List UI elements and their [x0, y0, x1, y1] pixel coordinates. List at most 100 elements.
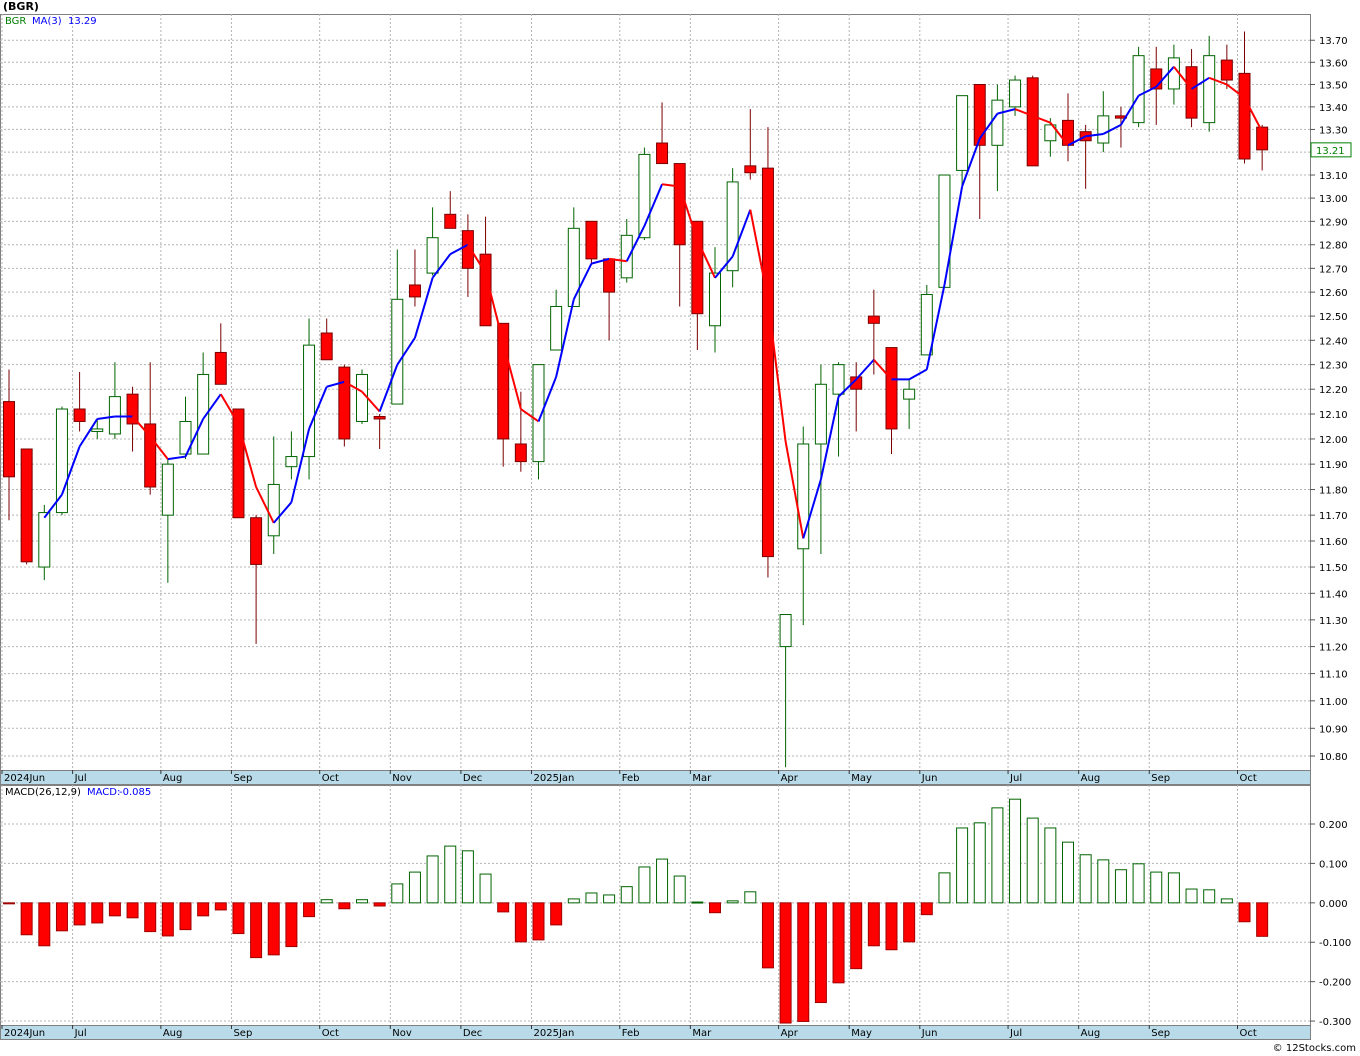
- ma-line: [1191, 76, 1210, 90]
- x-tick-label: Jun: [921, 773, 938, 784]
- candle-body: [779, 614, 792, 648]
- ma-legend: MA(3): [32, 16, 62, 27]
- ma-line: [308, 386, 328, 430]
- macd-bar: [1044, 827, 1057, 904]
- macd-bar: [126, 902, 139, 919]
- macd-bar: [514, 902, 527, 943]
- candle-body: [956, 95, 969, 171]
- macd-bar: [903, 902, 916, 943]
- ma-line: [855, 359, 875, 381]
- y-tick-label: 12.90: [1319, 217, 1348, 228]
- macd-bar: [1062, 841, 1074, 904]
- y-tick-label: 13.70: [1319, 36, 1348, 47]
- candle-body: [726, 181, 739, 272]
- y-tick-label: 10.80: [1319, 752, 1348, 763]
- y-tick-label: 13.30: [1319, 125, 1348, 136]
- macd-bar: [620, 886, 633, 904]
- candle-body: [691, 220, 704, 315]
- chart-title: (BGR): [3, 0, 39, 13]
- macd-bar: [1026, 817, 1039, 904]
- x-tick-label: Oct: [322, 773, 339, 784]
- candle-body: [108, 396, 121, 435]
- price-panel: [0, 14, 1311, 771]
- macd-bar: [479, 873, 492, 904]
- candle-body: [603, 258, 616, 293]
- x-tick-label: Apr: [781, 773, 799, 784]
- macd-bar: [726, 900, 739, 904]
- candle-body: [303, 344, 316, 458]
- ma-line: [1208, 76, 1228, 86]
- macd-bar: [73, 902, 86, 926]
- ma-line: [661, 183, 680, 188]
- y-tick-label: 11.10: [1319, 670, 1348, 681]
- y-tick-label: 11.60: [1319, 537, 1348, 548]
- x-tick-label: Nov: [392, 773, 412, 784]
- candle-body: [338, 366, 351, 440]
- candle-body: [1256, 126, 1269, 151]
- ma-line: [290, 428, 311, 503]
- ma-line: [255, 486, 275, 524]
- macd-bar: [814, 902, 827, 1004]
- macd-bar: [285, 902, 298, 948]
- candle-body: [197, 373, 210, 455]
- macd-bar: [38, 902, 51, 947]
- candle-body: [903, 388, 916, 400]
- macd-bar: [1167, 872, 1180, 904]
- ma-line: [678, 186, 699, 241]
- ma-line: [378, 364, 399, 412]
- candle-body: [444, 213, 457, 229]
- ma-line: [272, 501, 293, 524]
- x-tick-label: Feb: [622, 773, 640, 784]
- x-tick-label: Mar: [692, 773, 712, 784]
- ma-line: [167, 455, 186, 461]
- macd-bar: [709, 902, 721, 914]
- macd-bar: [850, 902, 863, 970]
- candle-body: [938, 174, 951, 288]
- macd-bar: [267, 902, 280, 956]
- macd-bar: [232, 902, 245, 935]
- macd-bar: [567, 898, 580, 904]
- ma-line: [1226, 83, 1246, 99]
- macd-bar: [55, 902, 68, 932]
- x-tick-label: Jul: [74, 773, 87, 784]
- x-tick-label: May: [851, 773, 872, 784]
- macd-bar: [497, 902, 510, 913]
- macd-bar: [673, 875, 686, 904]
- candle-body: [285, 456, 298, 468]
- candle-body: [144, 423, 157, 488]
- macd-bar: [603, 894, 616, 904]
- y-tick-label: 12.50: [1319, 312, 1348, 323]
- macd-bar: [956, 827, 969, 904]
- y-tick-label: 12.00: [1319, 435, 1348, 446]
- ma-line: [978, 113, 999, 140]
- ma-line: [1014, 108, 1034, 117]
- candle-body: [850, 376, 863, 390]
- macd-bar: [585, 892, 598, 904]
- macd-bar: [444, 845, 457, 904]
- ma-line: [714, 255, 734, 279]
- candle-body: [585, 220, 598, 260]
- macd-bar: [797, 902, 810, 1022]
- candle-body: [1026, 77, 1039, 167]
- macd-bar: [1132, 863, 1145, 904]
- ma-line: [1120, 95, 1140, 126]
- ma-line: [1102, 124, 1122, 135]
- x-tick-label: Feb: [622, 1028, 640, 1039]
- candle-body: [532, 364, 545, 463]
- candle-body: [267, 483, 280, 537]
- candle-body: [709, 272, 721, 327]
- y-tick-label: 11.70: [1319, 511, 1348, 522]
- macd-bar: [1203, 889, 1216, 904]
- macd-bar: [161, 902, 174, 937]
- y-tick-label: 12.60: [1319, 288, 1348, 299]
- y-tick-label: 0.100: [1319, 859, 1348, 870]
- x-tick-label: Dec: [463, 773, 482, 784]
- ma-line: [361, 391, 381, 413]
- x-tick-label: May: [851, 1028, 872, 1039]
- macd-bar: [408, 871, 421, 904]
- ma-line: [696, 239, 716, 279]
- x-tick-label: Sep: [1151, 773, 1170, 784]
- candle-body: [1238, 72, 1251, 160]
- candle-body: [91, 428, 104, 432]
